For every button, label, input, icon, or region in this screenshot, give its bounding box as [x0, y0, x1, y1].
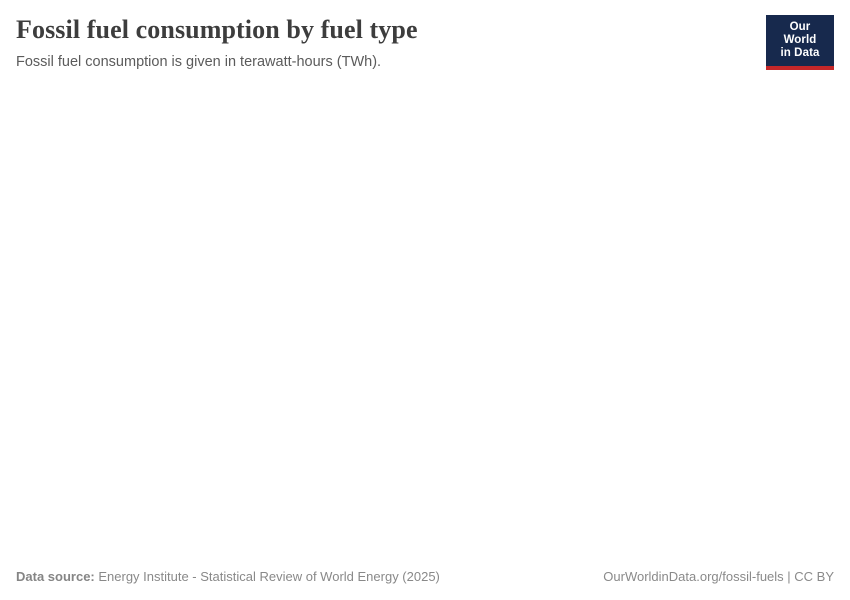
chart-title: Fossil fuel consumption by fuel type: [16, 15, 418, 44]
owid-logo-box: Our World in Data: [766, 15, 834, 70]
chart-header-text: Fossil fuel consumption by fuel type Fos…: [16, 14, 750, 72]
owid-url-license-link[interactable]: OurWorldinData.org/fossil-fuels | CC BY: [603, 569, 834, 584]
owid-logo-line2: in Data: [780, 47, 820, 60]
chart-header: Fossil fuel consumption by fuel type Fos…: [16, 14, 834, 72]
owid-logo-text: Our World in Data: [773, 21, 827, 61]
chart-subtitle: Fossil fuel consumption is given in tera…: [16, 54, 382, 71]
data-source-label: Data source:: [16, 569, 95, 584]
owid-logo-line1: Our World: [783, 21, 817, 47]
owid-logo[interactable]: Our World in Data: [766, 15, 834, 70]
chart-plot-area-empty: [16, 72, 834, 569]
data-source-text: Energy Institute - Statistical Review of…: [94, 569, 440, 584]
data-source-line[interactable]: Data source: Energy Institute - Statisti…: [16, 569, 440, 584]
chart-footer: Data source: Energy Institute - Statisti…: [16, 569, 834, 586]
